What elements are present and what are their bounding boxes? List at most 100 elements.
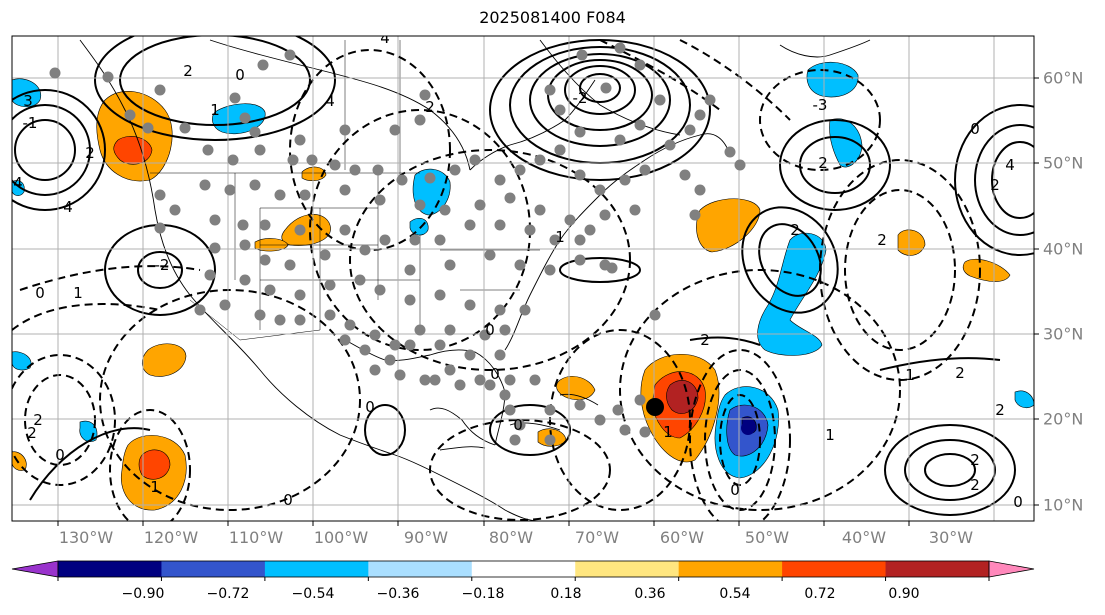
station-dot: [194, 304, 206, 316]
station-dot: [654, 94, 666, 106]
contour-label: 1: [210, 101, 220, 119]
station-dot: [339, 334, 351, 346]
station-dot: [474, 199, 486, 211]
station-dot: [494, 349, 506, 361]
station-dot: [254, 144, 266, 156]
contour-label: 0: [283, 491, 293, 509]
colorbar-segment: [471, 561, 576, 577]
station-dot: [544, 84, 556, 96]
station-dot: [524, 224, 536, 236]
colorbar-segment: [885, 561, 990, 577]
station-dot: [339, 224, 351, 236]
station-dot: [199, 179, 211, 191]
station-dot: [287, 154, 299, 166]
station-dot: [429, 374, 441, 386]
station-dot: [469, 154, 481, 166]
station-dot: [549, 234, 561, 246]
station-dot: [219, 299, 231, 311]
contour-label: 2: [955, 364, 965, 382]
contour-label: 2: [877, 231, 887, 249]
contour-label: 4: [325, 92, 335, 110]
lon-label: 130°W: [58, 528, 114, 547]
station-dot: [679, 169, 691, 181]
station-dot: [419, 374, 431, 386]
station-dot: [499, 389, 511, 401]
station-dot: [639, 164, 651, 176]
station-dot: [249, 179, 261, 191]
contour-label: 4: [13, 174, 23, 192]
station-dot: [514, 419, 526, 431]
station-dot: [319, 249, 331, 261]
station-dot: [544, 404, 556, 416]
station-dot: [584, 224, 596, 236]
lon-label: 60°W: [659, 528, 705, 547]
contour-label: 1: [555, 228, 565, 246]
station-dot: [724, 146, 736, 158]
station-dot: [227, 154, 239, 166]
contour-label: 1: [150, 478, 160, 496]
contour-label: 2: [183, 62, 193, 80]
station-dot: [414, 199, 426, 211]
station-dot: [239, 239, 251, 251]
colorbar-extend-min: [11, 560, 59, 578]
station-dot: [574, 399, 586, 411]
station-dot: [444, 364, 456, 376]
station-dot: [599, 209, 611, 221]
station-dot: [404, 294, 416, 306]
contour-label: 2: [995, 401, 1005, 419]
station-dot: [249, 126, 261, 138]
station-dot: [564, 214, 576, 226]
station-dot: [554, 104, 566, 116]
contour-label: 2: [970, 476, 980, 494]
contour-label: -2: [155, 256, 170, 274]
contour-label: 0: [730, 481, 740, 499]
station-dot: [594, 414, 606, 426]
station-dot: [734, 159, 746, 171]
station-dot: [689, 209, 701, 221]
station-dot: [534, 154, 546, 166]
contour-label: 3: [23, 92, 33, 110]
contour-label: 0: [365, 398, 375, 416]
colorbar-tick-label: −0.90: [121, 586, 165, 602]
colorbar-segment: [575, 561, 680, 577]
station-dot: [694, 184, 706, 196]
station-dot: [379, 234, 391, 246]
contour-label: 0: [490, 365, 500, 383]
station-dot: [349, 164, 361, 176]
station-dot: [102, 71, 114, 83]
lat-label: 20°N: [1043, 409, 1084, 429]
contour-label: 2: [700, 331, 710, 349]
station-dot: [606, 262, 618, 274]
station-dot: [479, 329, 491, 341]
station-dot: [449, 164, 461, 176]
station-dot: [649, 309, 661, 321]
red-blob-pacific-nw: [113, 136, 153, 165]
station-dot: [574, 169, 586, 181]
darkred-blob-hurricane: [666, 380, 699, 414]
station-dot: [614, 42, 626, 54]
contour-label: 1: [73, 284, 83, 302]
contour-label: 2: [990, 176, 1000, 194]
colorbar-frame: [57, 560, 990, 578]
station-dot: [576, 49, 588, 61]
contour-label: 0: [235, 66, 245, 84]
station-dot: [284, 49, 296, 61]
station-dot: [354, 274, 366, 286]
station-dot: [534, 204, 546, 216]
station-dot: [614, 134, 626, 146]
station-dot: [434, 289, 446, 301]
blue-blob-greatlakes: [409, 217, 429, 236]
station-dot: [519, 304, 531, 316]
station-dot: [202, 144, 214, 156]
station-dot: [464, 299, 476, 311]
station-dot: [372, 164, 384, 176]
station-dot: [294, 224, 306, 236]
station-dot: [274, 189, 286, 201]
colorbar-tick-label: 0.18: [550, 586, 582, 602]
colorbar-tick-label: 0.72: [804, 586, 836, 602]
contour-label: -1: [23, 114, 38, 132]
contour-label: 0: [55, 446, 65, 464]
station-dot: [634, 59, 646, 71]
